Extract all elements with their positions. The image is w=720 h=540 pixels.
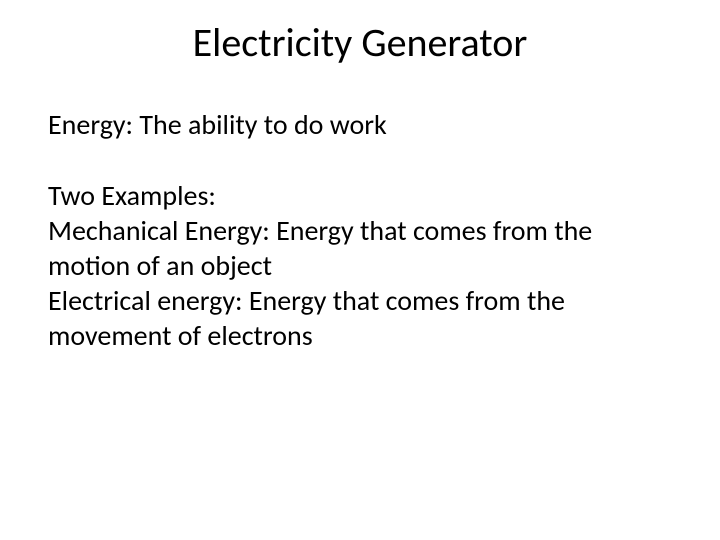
- examples-block: Two Examples: Mechanical Energy: Energy …: [48, 178, 672, 353]
- slide: Electricity Generator Energy: The abilit…: [0, 0, 720, 540]
- definition-mechanical-energy: Mechanical Energy: Energy that comes fro…: [48, 213, 672, 283]
- slide-title: Electricity Generator: [48, 18, 672, 67]
- examples-heading: Two Examples:: [48, 178, 672, 213]
- definition-electrical-energy: Electrical energy: Energy that comes fro…: [48, 283, 672, 353]
- slide-body: Energy: The ability to do work Two Examp…: [48, 107, 672, 353]
- definition-energy: Energy: The ability to do work: [48, 107, 672, 142]
